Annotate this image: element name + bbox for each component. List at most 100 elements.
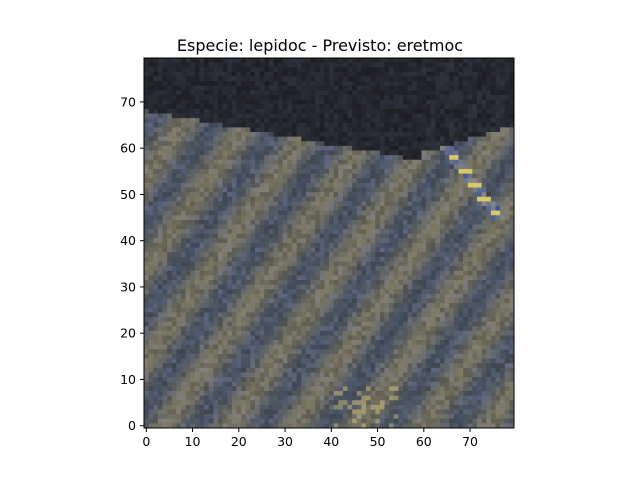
image-pixel <box>301 321 307 327</box>
image-pixel <box>315 326 321 332</box>
image-pixel <box>338 326 344 332</box>
image-pixel <box>301 247 307 253</box>
image-pixel <box>241 266 247 272</box>
image-pixel <box>407 187 413 193</box>
image-pixel <box>453 108 459 114</box>
image-pixel <box>352 312 358 318</box>
image-pixel <box>486 71 492 77</box>
image-pixel <box>356 127 362 133</box>
image-pixel <box>477 90 483 96</box>
image-pixel <box>315 104 321 110</box>
image-pixel <box>389 201 395 207</box>
image-pixel <box>500 141 506 147</box>
image-pixel <box>259 298 265 304</box>
image-pixel <box>440 58 446 64</box>
image-pixel <box>333 206 339 212</box>
image-pixel <box>412 224 418 230</box>
image-pixel <box>305 270 311 276</box>
image-pixel <box>167 280 173 286</box>
image-pixel <box>218 99 224 105</box>
image-pixel <box>194 62 200 68</box>
image-pixel <box>342 326 348 332</box>
image-pixel <box>282 192 288 198</box>
image-pixel <box>329 71 335 77</box>
image-pixel <box>435 298 441 304</box>
image-pixel <box>190 326 196 332</box>
image-pixel <box>255 85 261 91</box>
image-pixel <box>504 275 510 281</box>
image-pixel <box>204 71 210 77</box>
image-pixel <box>250 340 256 346</box>
image-pixel <box>356 280 362 286</box>
image-pixel <box>213 344 219 350</box>
image-pixel <box>509 150 515 156</box>
image-pixel <box>185 215 191 221</box>
image-pixel <box>375 95 381 101</box>
image-pixel <box>509 62 515 68</box>
image-pixel <box>389 206 395 212</box>
image-pixel <box>218 201 224 207</box>
image-pixel <box>366 127 372 133</box>
image-pixel <box>250 284 256 290</box>
image-pixel <box>366 340 372 346</box>
image-pixel <box>504 113 510 119</box>
image-pixel <box>204 284 210 290</box>
image-pixel <box>287 71 293 77</box>
image-pixel <box>268 192 274 198</box>
image-pixel <box>407 256 413 262</box>
image-pixel <box>222 275 228 281</box>
image-pixel <box>458 108 464 114</box>
image-pixel <box>379 122 385 128</box>
image-pixel <box>477 95 483 101</box>
image-pixel <box>347 81 353 87</box>
image-pixel <box>481 312 487 318</box>
image-pixel <box>259 118 265 124</box>
image-pixel <box>231 136 237 142</box>
image-pixel <box>185 169 191 175</box>
image-pixel <box>444 335 450 341</box>
image-pixel <box>305 252 311 258</box>
image-pixel <box>213 150 219 156</box>
image-pixel <box>144 224 150 230</box>
image-pixel <box>426 293 432 299</box>
image-pixel <box>227 229 233 235</box>
image-pixel <box>463 206 469 212</box>
image-pixel <box>222 159 228 165</box>
image-pixel <box>435 104 441 110</box>
image-pixel <box>287 219 293 225</box>
image-pixel <box>444 90 450 96</box>
image-pixel <box>426 233 432 239</box>
image-pixel <box>167 104 173 110</box>
image-pixel <box>222 90 228 96</box>
image-pixel <box>250 307 256 313</box>
image-pixel <box>467 247 473 253</box>
image-pixel <box>319 252 325 258</box>
image-pixel <box>435 178 441 184</box>
image-pixel <box>490 270 496 276</box>
image-pixel <box>379 219 385 225</box>
image-pixel <box>273 266 279 272</box>
image-pixel <box>472 67 478 73</box>
image-pixel <box>310 76 316 82</box>
image-pixel <box>361 298 367 304</box>
image-pixel <box>407 136 413 142</box>
image-pixel <box>190 224 196 230</box>
image-pixel <box>227 247 233 253</box>
image-pixel <box>398 280 404 286</box>
image-pixel <box>245 122 251 128</box>
image-pixel <box>370 108 376 114</box>
image-pixel <box>282 173 288 179</box>
image-pixel <box>250 192 256 198</box>
image-pixel <box>301 178 307 184</box>
image-pixel <box>310 136 316 142</box>
image-pixel <box>490 122 496 128</box>
image-pixel <box>324 330 330 336</box>
image-pixel <box>245 284 251 290</box>
image-pixel <box>190 192 196 198</box>
image-pixel <box>458 256 464 262</box>
image-pixel <box>384 247 390 253</box>
image-pixel <box>144 145 150 151</box>
image-pixel <box>310 90 316 96</box>
image-pixel <box>393 307 399 313</box>
image-pixel <box>384 62 390 68</box>
